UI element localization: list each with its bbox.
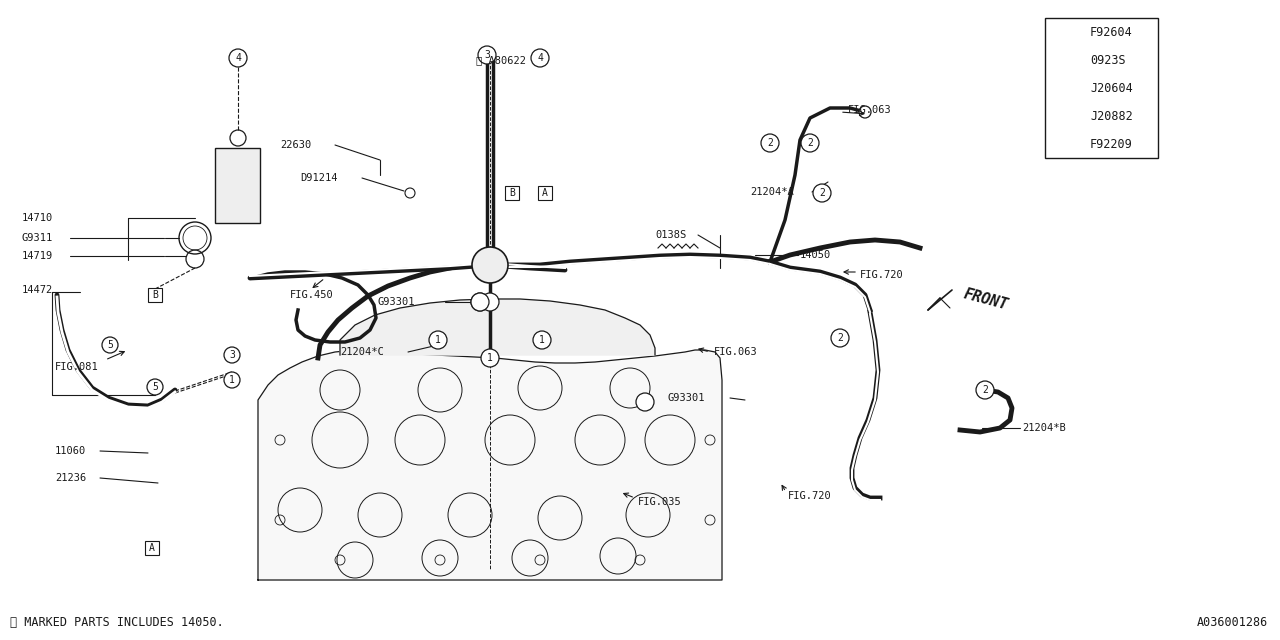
Text: 5: 5: [108, 340, 113, 350]
Text: F92604: F92604: [1091, 26, 1133, 38]
Bar: [148, 288, 163, 302]
Text: 2: 2: [808, 138, 813, 148]
Bar: [506, 186, 518, 200]
Text: 21204*B: 21204*B: [1021, 423, 1066, 433]
Text: 3: 3: [1061, 83, 1068, 93]
Text: ※ A80622: ※ A80622: [476, 55, 526, 65]
Circle shape: [801, 134, 819, 152]
Circle shape: [1053, 134, 1074, 154]
Text: 1: 1: [488, 353, 493, 363]
Text: FIG.063: FIG.063: [714, 347, 758, 357]
Circle shape: [471, 293, 489, 311]
Circle shape: [813, 184, 831, 202]
Circle shape: [831, 329, 849, 347]
Text: ※ MARKED PARTS INCLUDES 14050.: ※ MARKED PARTS INCLUDES 14050.: [10, 616, 224, 628]
Text: FIG.081: FIG.081: [55, 362, 99, 372]
Text: FIG.720: FIG.720: [788, 491, 832, 501]
Text: 11060: 11060: [55, 446, 86, 456]
Text: 2: 2: [819, 188, 824, 198]
Text: G9311: G9311: [22, 233, 54, 243]
Text: 21204*C: 21204*C: [340, 347, 384, 357]
Text: FIG.720: FIG.720: [860, 270, 904, 280]
Text: 2: 2: [767, 138, 773, 148]
Circle shape: [1053, 22, 1074, 42]
Circle shape: [1053, 106, 1074, 126]
Text: FIG.450: FIG.450: [291, 290, 334, 300]
Text: 14472: 14472: [22, 285, 54, 295]
Circle shape: [224, 372, 241, 388]
Text: 0923S: 0923S: [1091, 54, 1125, 67]
Circle shape: [1053, 50, 1074, 70]
Text: 4: 4: [538, 53, 543, 63]
Text: D91214: D91214: [300, 173, 338, 183]
Polygon shape: [340, 299, 655, 355]
Text: 3: 3: [484, 50, 490, 60]
Text: 1: 1: [435, 335, 440, 345]
Text: G93301: G93301: [378, 297, 416, 307]
Text: 3: 3: [229, 350, 236, 360]
Text: 4: 4: [236, 53, 241, 63]
Text: 4: 4: [1061, 111, 1068, 121]
Text: 21204*A: 21204*A: [750, 187, 794, 197]
Text: 14710: 14710: [22, 213, 54, 223]
Text: A036001286: A036001286: [1197, 616, 1268, 628]
Text: G93301: G93301: [668, 393, 705, 403]
Text: 2: 2: [982, 385, 988, 395]
Circle shape: [102, 337, 118, 353]
Circle shape: [481, 349, 499, 367]
Circle shape: [224, 347, 241, 363]
Text: 0138S: 0138S: [655, 230, 686, 240]
Circle shape: [636, 393, 654, 411]
Text: F92209: F92209: [1091, 138, 1133, 150]
Circle shape: [404, 188, 415, 198]
Text: 5: 5: [152, 382, 157, 392]
Text: B: B: [509, 188, 515, 198]
Text: 14050: 14050: [800, 250, 831, 260]
Text: 1: 1: [1061, 27, 1068, 37]
Text: 1: 1: [229, 375, 236, 385]
Text: FRONT: FRONT: [963, 287, 1010, 313]
Text: J20604: J20604: [1091, 81, 1133, 95]
Bar: [1044, 18, 1158, 158]
Circle shape: [977, 381, 995, 399]
Bar: [538, 186, 552, 200]
Polygon shape: [259, 350, 722, 580]
Circle shape: [1053, 78, 1074, 98]
Circle shape: [762, 134, 780, 152]
Circle shape: [977, 382, 993, 398]
Text: 2: 2: [1061, 55, 1068, 65]
Circle shape: [429, 331, 447, 349]
Circle shape: [531, 49, 549, 67]
Circle shape: [471, 293, 489, 311]
Circle shape: [472, 247, 508, 283]
Text: 22630: 22630: [280, 140, 311, 150]
Circle shape: [532, 331, 550, 349]
Text: B: B: [152, 290, 157, 300]
Bar: [145, 541, 159, 555]
Bar: [215, 148, 260, 223]
Text: FIG.063: FIG.063: [849, 105, 892, 115]
Circle shape: [477, 46, 497, 64]
Text: FIG.035: FIG.035: [637, 497, 682, 507]
Text: J20882: J20882: [1091, 109, 1133, 122]
Circle shape: [147, 379, 163, 395]
Circle shape: [229, 49, 247, 67]
Text: 1: 1: [539, 335, 545, 345]
Text: 5: 5: [1061, 139, 1068, 149]
Circle shape: [859, 106, 870, 118]
Text: A: A: [541, 188, 548, 198]
Circle shape: [481, 293, 499, 311]
Text: 14719: 14719: [22, 251, 54, 261]
Text: 21236: 21236: [55, 473, 86, 483]
Text: 2: 2: [837, 333, 844, 343]
Text: A: A: [148, 543, 155, 553]
